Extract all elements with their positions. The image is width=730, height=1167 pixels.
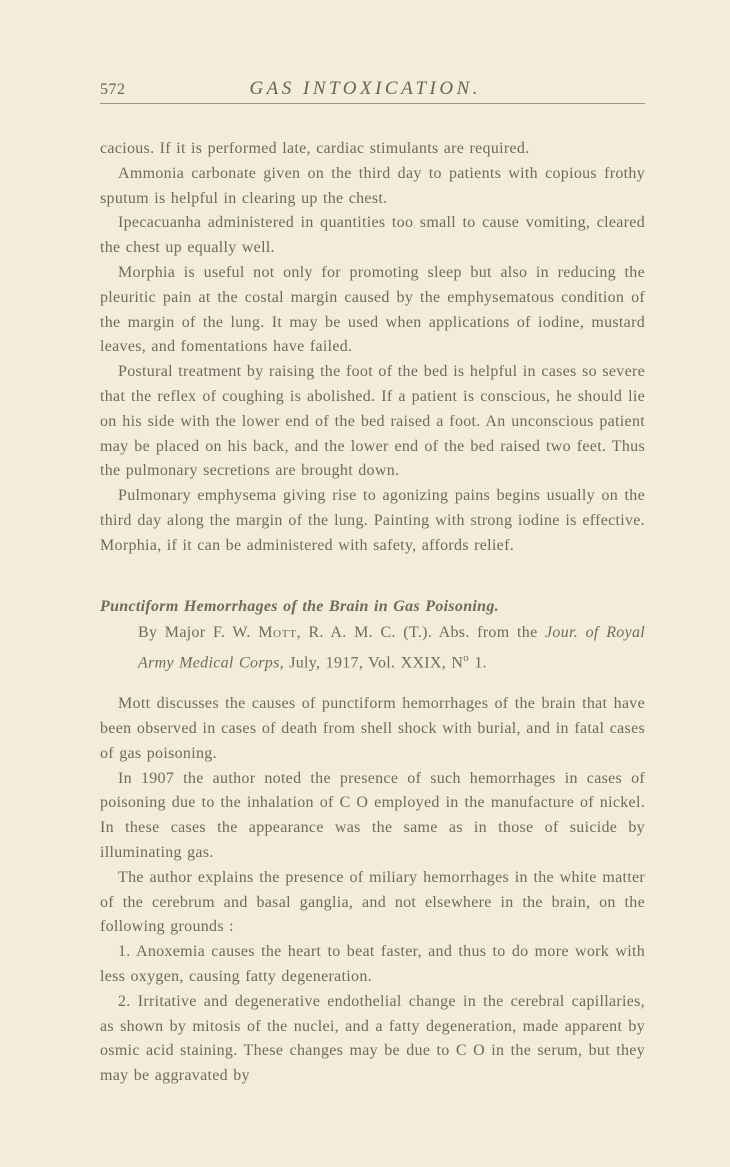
paragraph: Pulmonary emphysema giving rise to agoni…: [100, 484, 645, 558]
entry-author-surname: Mott: [258, 624, 296, 641]
paragraph: In 1907 the author noted the presence of…: [100, 767, 645, 866]
paragraph: cacious. If it is performed late, cardia…: [100, 137, 645, 162]
entry-meta: By Major F. W. Mott, R. A. M. C. (T.). A…: [100, 621, 645, 676]
paragraph: Mott discusses the causes of punctiform …: [100, 692, 645, 766]
entry-title: Punctiform Hemorrhages of the Brain in G…: [100, 595, 645, 620]
body-text: cacious. If it is performed late, cardia…: [100, 137, 645, 1089]
paragraph: Morphia is useful not only for promoting…: [100, 261, 645, 360]
paragraph: Ammonia carbonate given on the third day…: [100, 162, 645, 212]
page: 572 GAS INTOXICATION. cacious. If it is …: [0, 0, 730, 1167]
entry-meta-tail: , July, 1917, Vol. XXIX, N: [280, 654, 464, 671]
header-rule: [100, 103, 645, 104]
paragraph: 2. Irritative and degenerative endotheli…: [100, 990, 645, 1089]
page-number: 572: [100, 81, 126, 99]
entry-author-prefix: By Major F. W.: [138, 624, 258, 641]
paragraph: Postural treatment by raising the foot o…: [100, 360, 645, 484]
paragraph: Ipecacuanha administered in quantities t…: [100, 211, 645, 261]
entry-author-suffix: , R. A. M. C. (T.). Abs. from the: [297, 624, 545, 641]
paragraph: 1. Anoxemia causes the heart to beat fas…: [100, 940, 645, 990]
running-title: GAS INTOXICATION.: [126, 78, 646, 100]
entry-meta-end: 1.: [469, 654, 487, 671]
paragraph: The author explains the presence of mili…: [100, 866, 645, 940]
page-header: 572 GAS INTOXICATION.: [100, 78, 645, 100]
